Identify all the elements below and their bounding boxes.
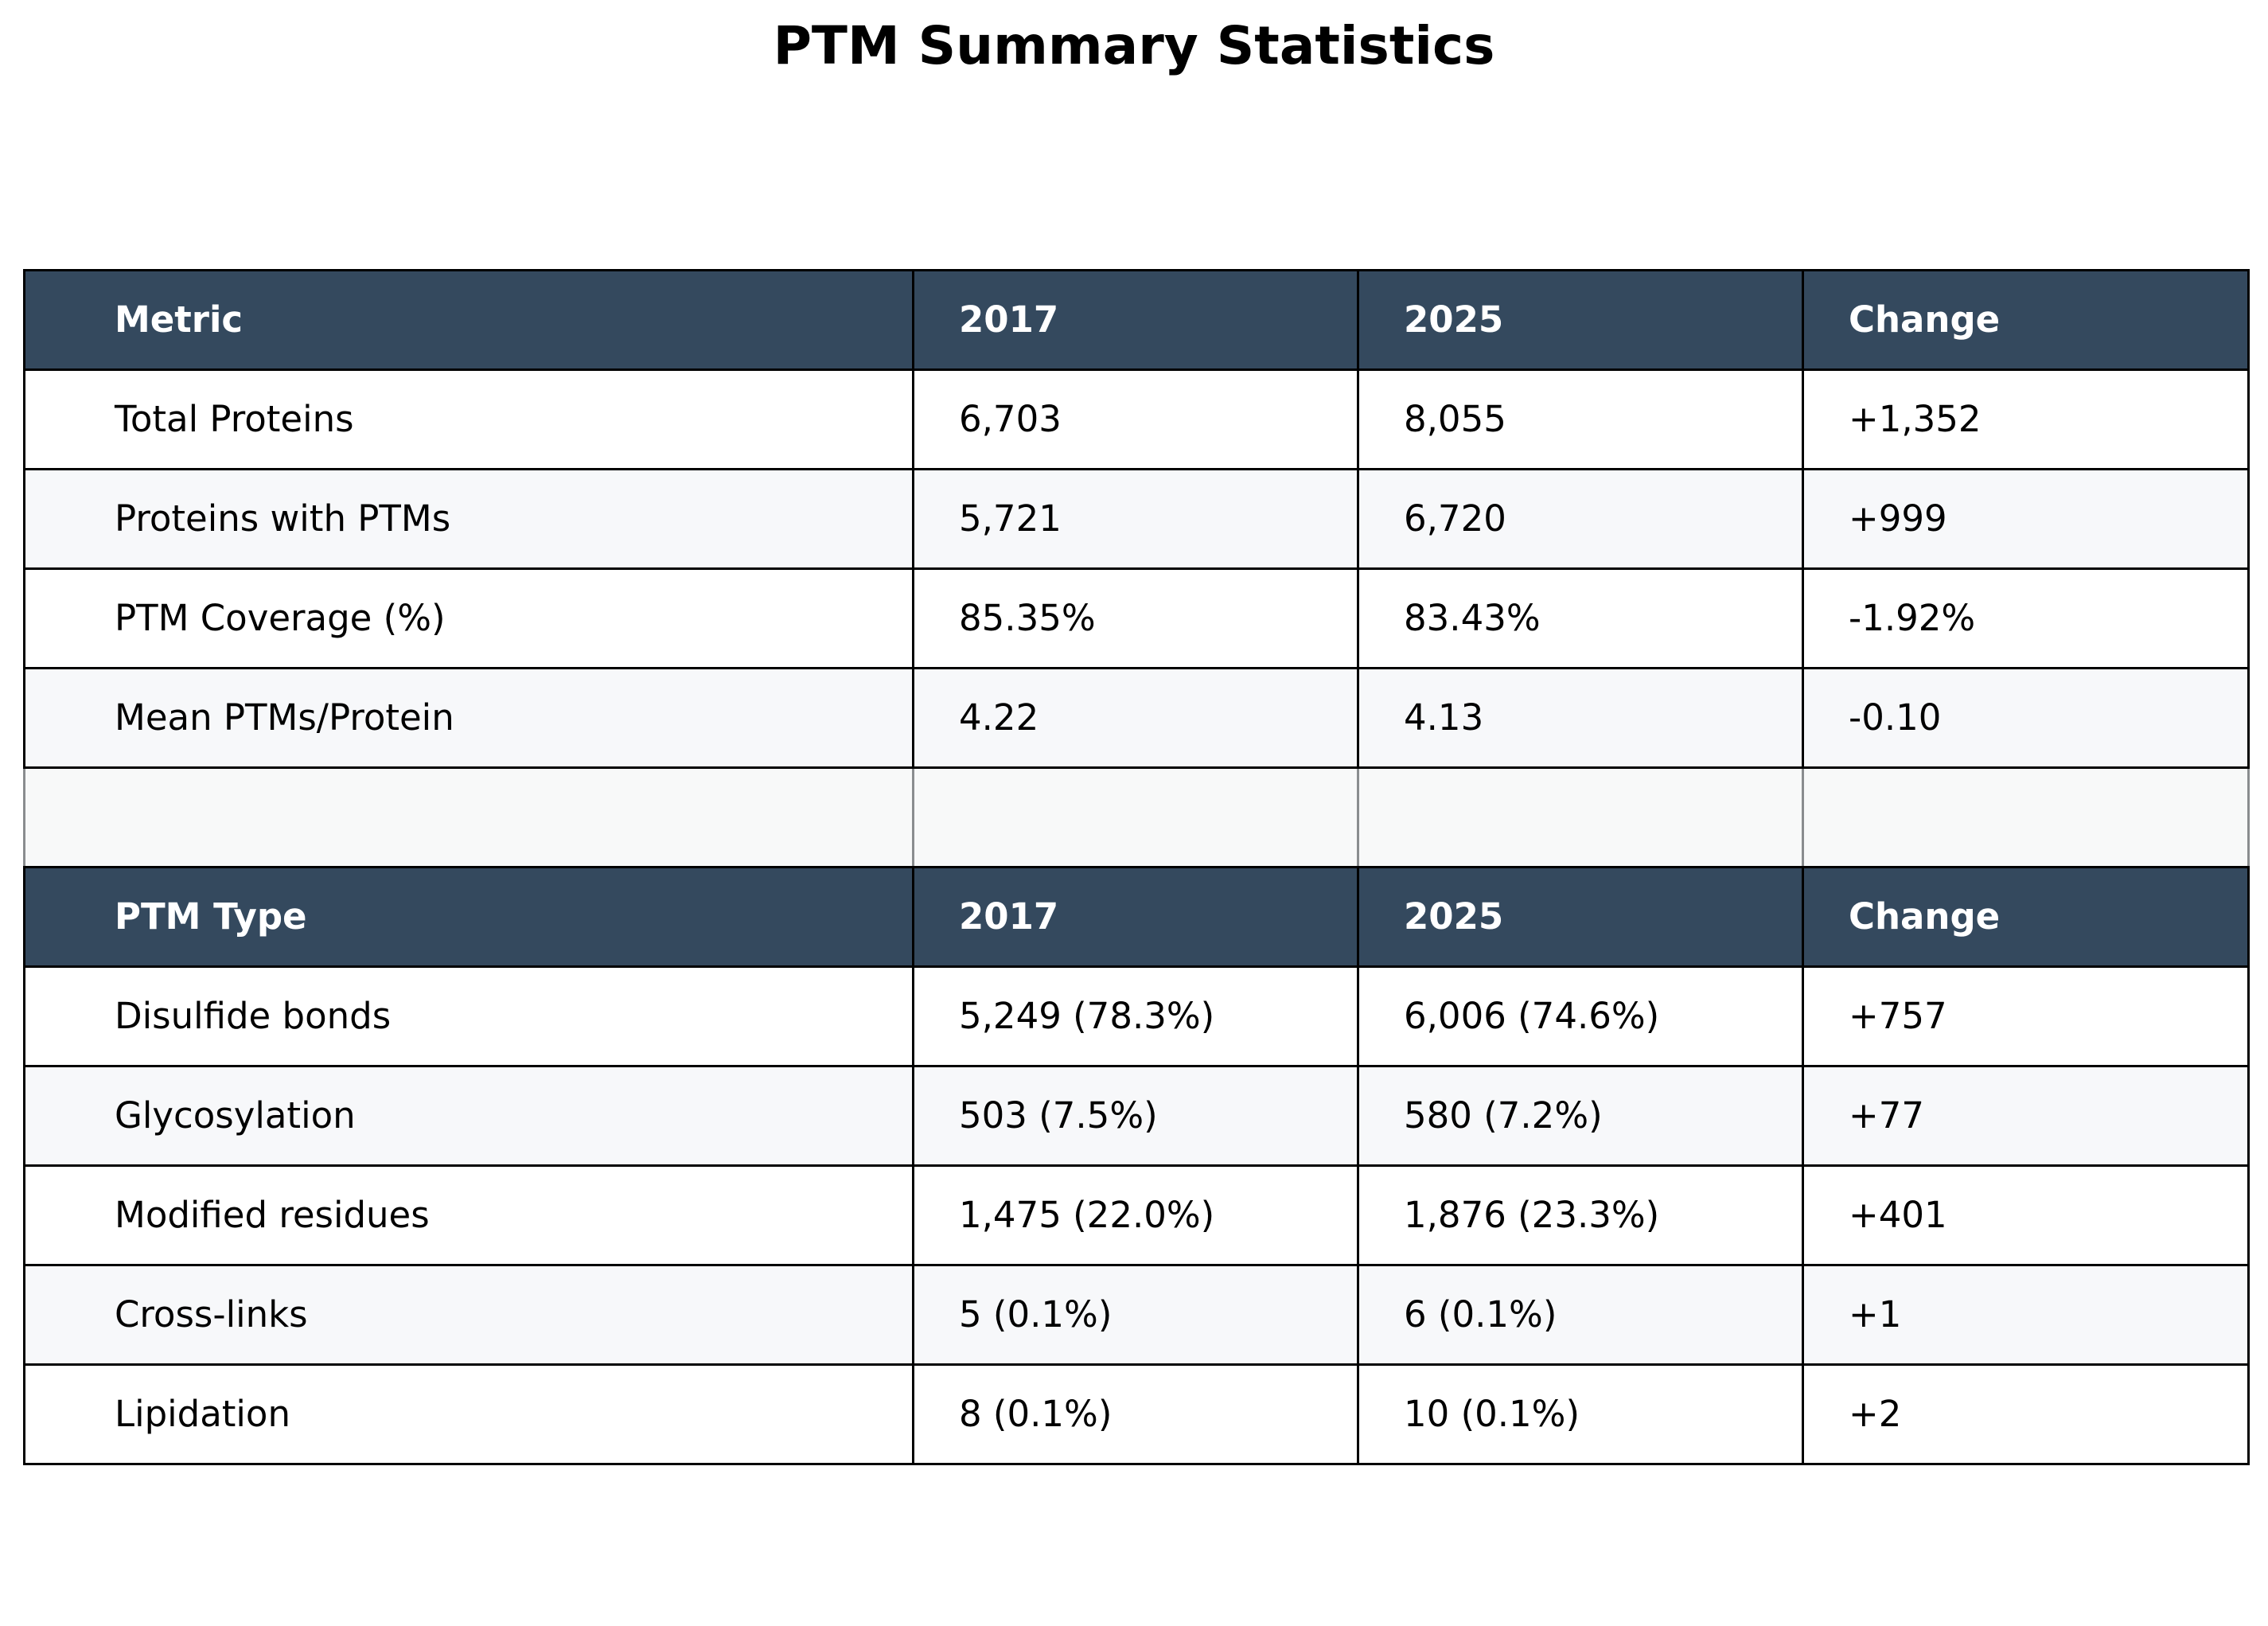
table-row: Lipidation 8 (0.1%) 10 (0.1%) +2 — [23, 1363, 2250, 1465]
table-cell: Mean PTMs/Protein — [23, 667, 914, 769]
table-cell: -0.10 — [1802, 667, 2250, 769]
table-cell: 503 (7.5%) — [912, 1065, 1359, 1167]
table-cell: Total Proteins — [23, 368, 914, 470]
table-cell: +1,352 — [1802, 368, 2250, 470]
table-header-row: PTM Type 2017 2025 Change — [23, 866, 2250, 968]
table-row: PTM Coverage (%) 85.35% 83.43% -1.92% — [23, 567, 2250, 669]
table-cell: 4.13 — [1357, 667, 1804, 769]
column-header: PTM Type — [23, 866, 914, 968]
section-spacer-row — [23, 766, 2250, 868]
table-cell: Glycosylation — [23, 1065, 914, 1167]
spacer-cell — [1802, 766, 2250, 868]
column-header: 2017 — [912, 269, 1359, 371]
table-cell: 6,720 — [1357, 468, 1804, 570]
table-cell: 5,721 — [912, 468, 1359, 570]
table-cell: Cross-links — [23, 1264, 914, 1366]
table-cell: Disulfide bonds — [23, 965, 914, 1067]
table-cell: 83.43% — [1357, 567, 1804, 669]
column-header: 2025 — [1357, 269, 1804, 371]
spacer-cell — [23, 766, 914, 868]
table-row: Cross-links 5 (0.1%) 6 (0.1%) +1 — [23, 1264, 2250, 1366]
table-cell: 4.22 — [912, 667, 1359, 769]
page-title: PTM Summary Statistics — [773, 15, 1495, 76]
table-row: Disulfide bonds 5,249 (78.3%) 6,006 (74.… — [23, 965, 2250, 1067]
table-header-row: Metric 2017 2025 Change — [23, 269, 2250, 371]
table-cell: Proteins with PTMs — [23, 468, 914, 570]
table-cell: 8 (0.1%) — [912, 1363, 1359, 1465]
table-cell: 85.35% — [912, 567, 1359, 669]
table-cell: 6,006 (74.6%) — [1357, 965, 1804, 1067]
table-cell: +401 — [1802, 1164, 2250, 1266]
column-header: 2025 — [1357, 866, 1804, 968]
table-cell: +999 — [1802, 468, 2250, 570]
table-cell: 1,475 (22.0%) — [912, 1164, 1359, 1266]
table-cell: 6,703 — [912, 368, 1359, 470]
table-row: Glycosylation 503 (7.5%) 580 (7.2%) +77 — [23, 1065, 2250, 1167]
table-row: Total Proteins 6,703 8,055 +1,352 — [23, 368, 2250, 470]
table-cell: +2 — [1802, 1363, 2250, 1465]
table-row: Mean PTMs/Protein 4.22 4.13 -0.10 — [23, 667, 2250, 769]
spacer-cell — [1357, 766, 1804, 868]
table-cell: +77 — [1802, 1065, 2250, 1167]
table-cell: 6 (0.1%) — [1357, 1264, 1804, 1366]
table-cell: 5 (0.1%) — [912, 1264, 1359, 1366]
column-header: 2017 — [912, 866, 1359, 968]
table-cell: PTM Coverage (%) — [23, 567, 914, 669]
ptm-summary-table: Metric 2017 2025 Change Total Proteins 6… — [23, 269, 2250, 1465]
column-header: Change — [1802, 269, 2250, 371]
table-cell: +757 — [1802, 965, 2250, 1067]
table-cell: -1.92% — [1802, 567, 2250, 669]
column-header: Metric — [23, 269, 914, 371]
spacer-cell — [912, 766, 1359, 868]
table-cell: 580 (7.2%) — [1357, 1065, 1804, 1167]
table-row: Modified residues 1,475 (22.0%) 1,876 (2… — [23, 1164, 2250, 1266]
table-cell: Modified residues — [23, 1164, 914, 1266]
column-header: Change — [1802, 866, 2250, 968]
table-cell: Lipidation — [23, 1363, 914, 1465]
table-cell: 5,249 (78.3%) — [912, 965, 1359, 1067]
table-cell: 10 (0.1%) — [1357, 1363, 1804, 1465]
table-cell: 1,876 (23.3%) — [1357, 1164, 1804, 1266]
table-row: Proteins with PTMs 5,721 6,720 +999 — [23, 468, 2250, 570]
table-cell: +1 — [1802, 1264, 2250, 1366]
table-cell: 8,055 — [1357, 368, 1804, 470]
